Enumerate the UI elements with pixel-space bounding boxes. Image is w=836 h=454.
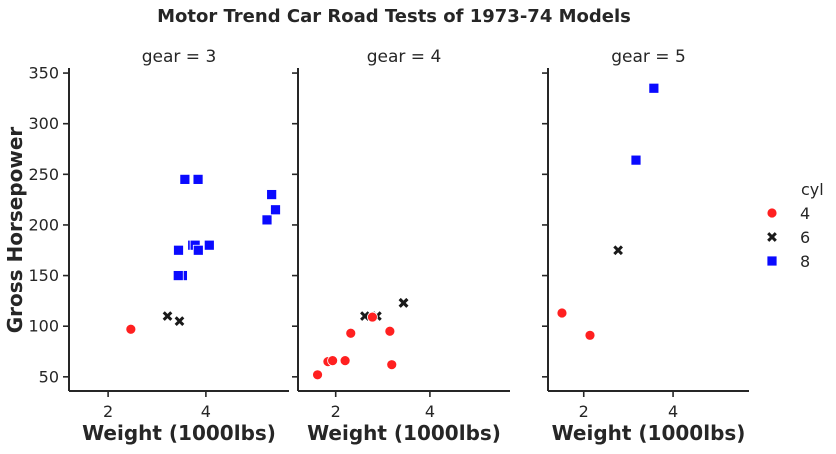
data-point-cyl-8: [179, 173, 191, 185]
y-tick-label: 200: [28, 215, 59, 234]
y-tick-label: 50: [39, 367, 59, 386]
points-group: [125, 173, 281, 335]
x-axis-label: Weight (1000lbs): [307, 421, 501, 445]
legend-item-8: 8: [766, 252, 810, 271]
data-point-cyl-8: [270, 204, 281, 216]
data-point-cyl-6: [162, 311, 173, 321]
data-point-cyl-4: [384, 325, 396, 337]
data-point-cyl-8: [630, 154, 642, 166]
x-tick-label: 2: [579, 402, 589, 421]
data-point-cyl-8: [203, 239, 215, 251]
legend-marker-circle: [766, 207, 778, 219]
data-point-cyl-8: [261, 214, 273, 226]
legend: cyl 4 6 8: [766, 180, 824, 271]
data-point-cyl-4: [345, 327, 357, 339]
x-axis-label: Weight (1000lbs): [552, 421, 746, 445]
data-point-cyl-4: [367, 311, 378, 323]
data-point-cyl-4: [339, 355, 351, 367]
x-axis-label: Weight (1000lbs): [82, 421, 276, 445]
y-tick-label: 250: [28, 165, 59, 184]
legend-label: 6: [800, 228, 810, 247]
data-point-cyl-4: [386, 359, 398, 371]
data-point-cyl-4: [125, 323, 137, 335]
y-axis-label: Gross Horsepower: [3, 127, 27, 334]
facet-title: gear = 5: [611, 47, 686, 67]
y-tick-label: 100: [28, 317, 59, 336]
data-point-cyl-8: [173, 244, 184, 256]
y-tick-label: 300: [28, 114, 59, 133]
data-point-cyl-8: [192, 173, 204, 185]
data-point-cyl-4: [556, 307, 568, 319]
legend-item-6: 6: [767, 228, 810, 247]
points-group: [556, 82, 660, 341]
data-point-cyl-8: [648, 82, 660, 94]
legend-item-4: 4: [766, 204, 810, 223]
facet-title: gear = 3: [142, 47, 217, 67]
x-tick-label: 4: [668, 402, 678, 421]
chart-title: Motor Trend Car Road Tests of 1973-74 Mo…: [157, 6, 631, 27]
data-point-cyl-6: [174, 316, 185, 326]
x-tick-label: 4: [425, 402, 435, 421]
legend-label: 4: [800, 204, 810, 223]
y-tick-label: 150: [28, 266, 59, 285]
data-point-cyl-8: [192, 244, 204, 256]
legend-marker-x: [767, 232, 777, 242]
legend-title: cyl: [801, 180, 824, 199]
y-tick-label: 350: [28, 64, 59, 83]
data-point-cyl-4: [312, 369, 323, 381]
data-point-cyl-6: [398, 298, 409, 308]
data-point-cyl-6: [613, 245, 623, 256]
x-tick-label: 2: [331, 402, 341, 421]
data-point-cyl-4: [327, 355, 339, 367]
legend-marker-square: [766, 255, 778, 267]
x-tick-label: 4: [201, 402, 211, 421]
data-point-cyl-8: [172, 270, 184, 281]
points-group: [312, 298, 409, 381]
facet-title: gear = 4: [367, 47, 442, 67]
x-tick-label: 2: [103, 402, 113, 421]
data-point-cyl-8: [266, 189, 278, 200]
data-point-cyl-4: [584, 329, 596, 341]
legend-label: 8: [800, 252, 810, 271]
